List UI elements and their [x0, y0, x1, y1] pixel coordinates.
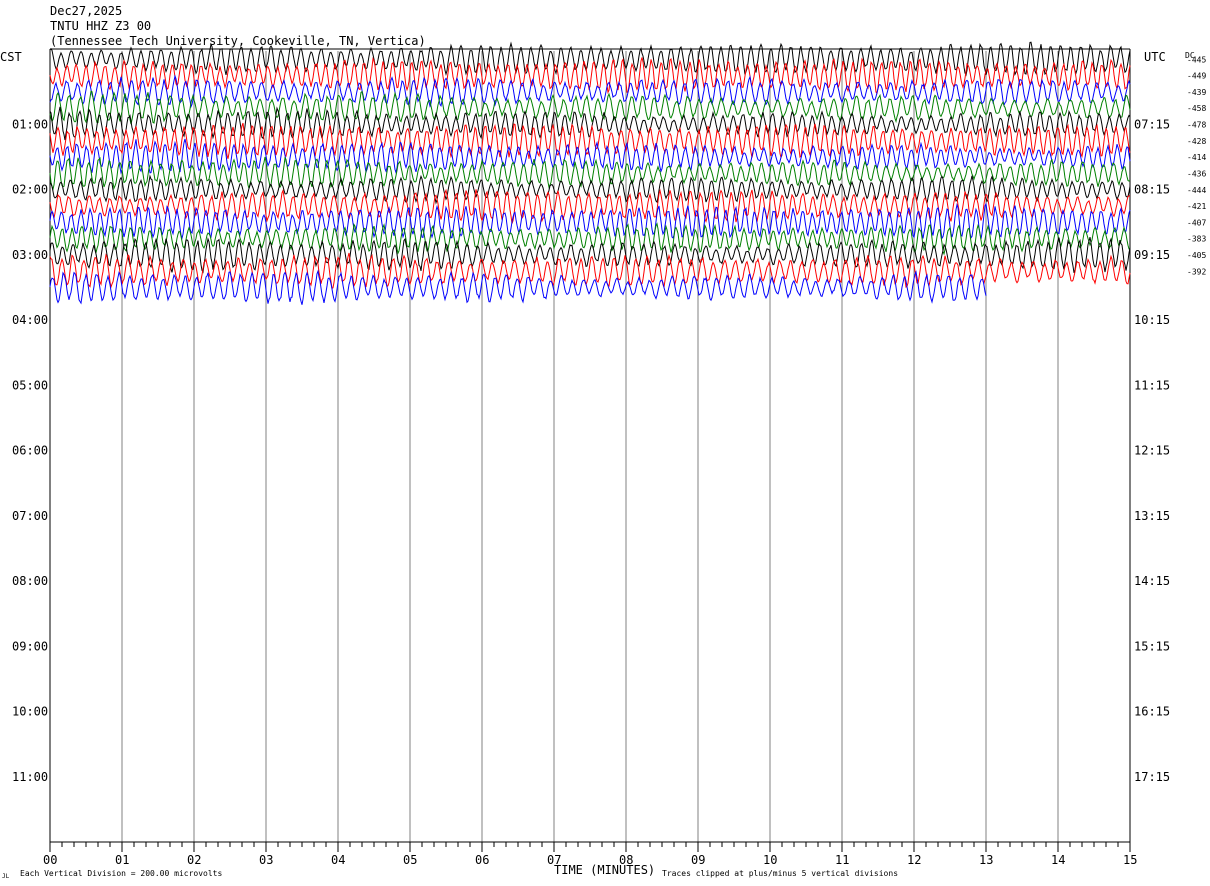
seismic-trace: [49, 269, 987, 305]
seismic-trace: [49, 156, 1131, 192]
dc-offset-label: -383: [1187, 235, 1206, 244]
seismic-trace: [49, 41, 1131, 77]
cst-hour-label: 11:00: [12, 770, 48, 784]
x-tick-label: 00: [43, 853, 57, 867]
utc-hour-label: 16:15: [1134, 705, 1170, 719]
seismic-trace: [49, 202, 1131, 240]
cst-hour-label: 04:00: [12, 313, 48, 327]
station-label: TNTU HHZ Z3 00: [50, 19, 152, 33]
dc-offset-label: -444: [1187, 186, 1206, 195]
x-tick-label: 14: [1051, 853, 1065, 867]
cst-hour-label: 09:00: [12, 639, 48, 653]
dc-offset-label: -478: [1187, 121, 1206, 130]
seismic-trace: [49, 74, 1131, 109]
seismic-trace: [49, 56, 1131, 95]
utc-hour-label: 14:15: [1134, 574, 1170, 588]
utc-hour-label: 07:15: [1134, 117, 1170, 131]
x-tick-label: 08: [619, 853, 633, 867]
cst-hour-label: 06:00: [12, 444, 48, 458]
utc-hour-label: 13:15: [1134, 509, 1170, 523]
x-tick-label: 13: [979, 853, 993, 867]
cst-hour-label: 05:00: [12, 378, 48, 392]
axis-labels: 00 01 02 03 04 05 06 07 08 09 10 11 12 13 14 15 01:00 02:…: [12, 55, 1206, 867]
utc-label: UTC: [1144, 50, 1166, 64]
utc-hour-label: 12:15: [1134, 444, 1170, 458]
cst-hour-label: 08:00: [12, 574, 48, 588]
utc-hour-label: 10:15: [1134, 313, 1170, 327]
x-tick-label: 11: [835, 853, 849, 867]
utc-hour-label: 11:15: [1134, 378, 1170, 392]
x-tick-label: 10: [763, 853, 777, 867]
utc-hour-label: 09:15: [1134, 248, 1170, 262]
corner-mark: JL: [2, 873, 10, 880]
dc-offset-label: -405: [1187, 251, 1206, 260]
date-label: Dec27,2025: [50, 4, 123, 18]
seismic-trace: [49, 138, 1131, 175]
x-tick-label: 15: [1123, 853, 1137, 867]
dc-offset-label: -439: [1187, 88, 1206, 97]
x-tick-label: 02: [187, 853, 201, 867]
dc-offset-label: -449: [1187, 72, 1206, 81]
trace-group: [49, 41, 1131, 305]
dc-offset-label: -392: [1187, 267, 1206, 276]
dc-label: DC: [1185, 51, 1195, 60]
dc-offset-label: -407: [1187, 218, 1206, 227]
cst-hour-label: 01:00: [12, 117, 48, 131]
cst-hour-label: 07:00: [12, 509, 48, 523]
x-tick-label: 04: [331, 853, 345, 867]
x-axis-title: TIME (MINUTES): [554, 863, 655, 877]
location-label: (Tennessee Tech University, Cookeville, …: [50, 34, 426, 48]
dc-offset-label: -414: [1187, 153, 1206, 162]
cst-hour-label: 10:00: [12, 705, 48, 719]
seismic-trace: [49, 90, 1131, 125]
grid-lines: [49, 48, 1131, 842]
dc-offset-label: -421: [1187, 202, 1206, 211]
x-tick-label: 01: [115, 853, 129, 867]
dc-offset-label: -445: [1187, 55, 1206, 64]
cst-label: CST: [0, 50, 22, 64]
x-tick-label: 05: [403, 853, 417, 867]
utc-hour-label: 17:15: [1134, 770, 1170, 784]
x-tick-label: 03: [259, 853, 273, 867]
x-tick-label: 12: [907, 853, 921, 867]
seismic-trace: [49, 174, 1131, 205]
time-axis: [49, 841, 1131, 852]
utc-hour-label: 08:15: [1134, 183, 1170, 197]
dc-offset-label: -428: [1187, 137, 1206, 146]
cst-hour-label: 02:00: [12, 183, 48, 197]
x-tick-label: 06: [475, 853, 489, 867]
seismic-trace: [49, 122, 1131, 160]
x-tick-label: 09: [691, 853, 705, 867]
seismic-trace: [49, 188, 1131, 224]
seismic-trace: [49, 222, 1131, 256]
footer-clip-note: Traces clipped at plus/minus 5 vertical …: [662, 869, 898, 878]
cst-hour-label: 03:00: [12, 248, 48, 262]
footer-scale-note: Each Vertical Division = 200.00 microvol…: [20, 869, 222, 878]
seismic-trace: [49, 236, 1131, 274]
dc-offset-label: -458: [1187, 104, 1206, 113]
x-tick-label: 07: [547, 853, 561, 867]
dc-offset-label: -436: [1187, 169, 1206, 178]
utc-hour-label: 15:15: [1134, 639, 1170, 653]
